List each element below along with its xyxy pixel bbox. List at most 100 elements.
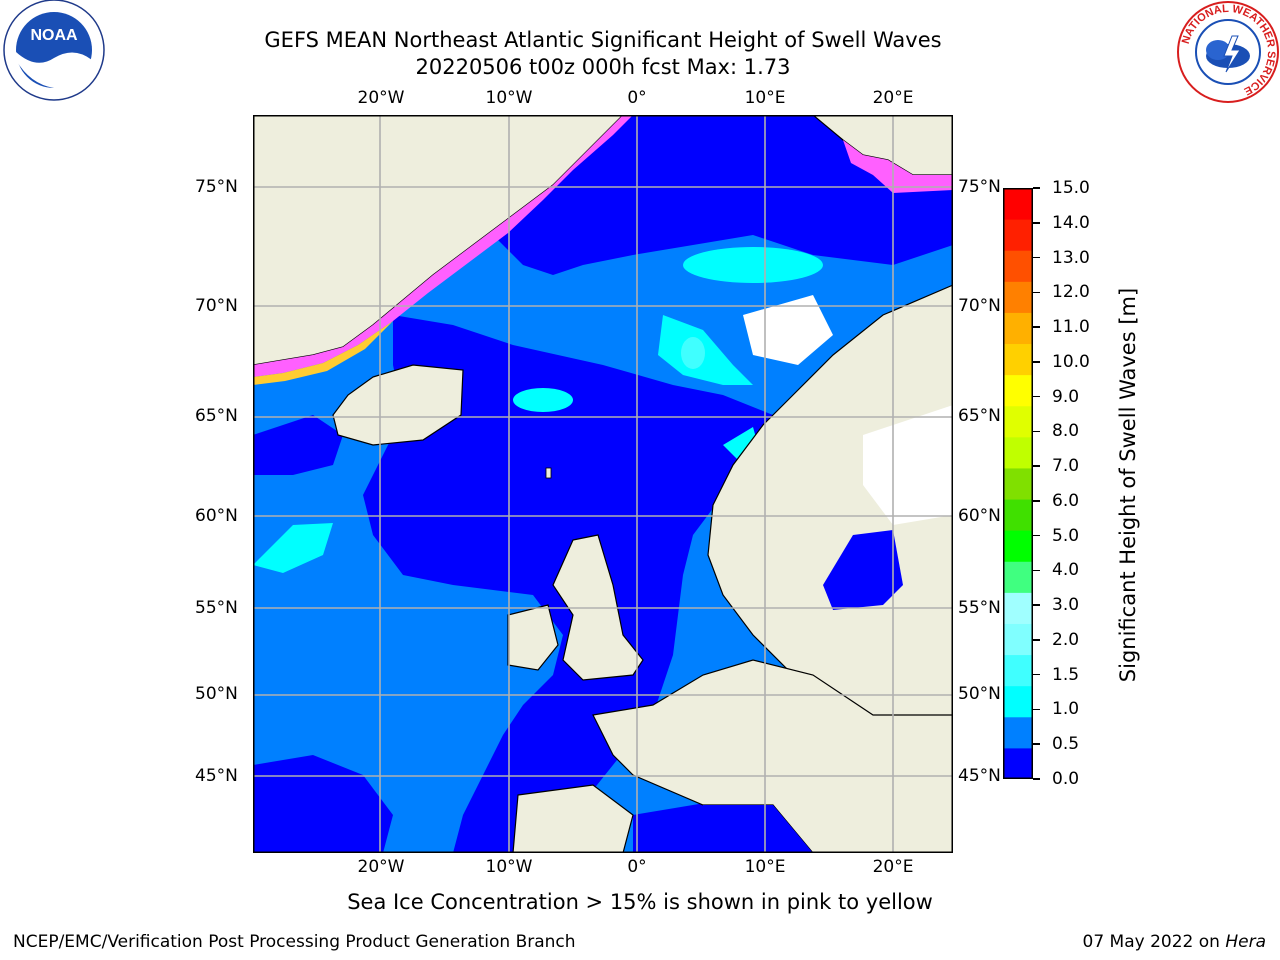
map-panel <box>253 115 953 853</box>
lat-tick-left: 65°N <box>195 406 238 426</box>
colorbar-tick-mark <box>1033 639 1040 641</box>
colorbar-tick-mark <box>1033 569 1040 572</box>
colorbar-tick-label: 0.0 <box>1052 769 1080 789</box>
colorbar-segment <box>1003 436 1033 469</box>
land-europe <box>592 659 953 853</box>
lon-tick-top: 0° <box>627 88 647 108</box>
colorbar-tick-mark <box>1033 291 1040 294</box>
colorbar-segment <box>1003 499 1033 531</box>
land-iceland <box>332 364 464 446</box>
colorbar-segment <box>1003 561 1033 593</box>
lat-tick-right: 50°N <box>958 684 1001 704</box>
colorbar-label: Significant Height of Swell Waves [m] <box>1116 287 1140 683</box>
colorbar-tick-label: 5.0 <box>1052 525 1080 546</box>
colorbar-tick-mark <box>1033 326 1040 328</box>
lon-tick-top: 20°E <box>872 88 914 108</box>
colorbar-segment <box>1003 685 1033 718</box>
colorbar-segment <box>1003 250 1033 282</box>
colorbar-tick-mark <box>1033 361 1040 363</box>
colorbar-tick-label: 1.5 <box>1052 664 1080 685</box>
land-iberia <box>512 784 634 853</box>
noaa-logo: NOAA <box>3 0 105 101</box>
lat-tick-left: 55°N <box>195 598 238 618</box>
colorbar-tick-mark <box>1033 743 1040 745</box>
colorbar-segment <box>1003 343 1033 376</box>
colorbar-tick-mark <box>1033 395 1040 398</box>
colorbar-segment <box>1003 467 1033 500</box>
sea-ice-note: Sea Ice Concentration > 15% is shown in … <box>0 890 1280 914</box>
colorbar-tick-label: 15.0 <box>1052 178 1090 198</box>
colorbar-segment <box>1003 281 1033 313</box>
colorbar-segment <box>1003 716 1033 749</box>
lon-tick-bottom: 20°W <box>357 857 405 877</box>
lon-tick-top: 10°W <box>485 88 533 108</box>
lon-tick-bottom: 10°E <box>744 857 786 877</box>
colorbar-segment <box>1003 219 1033 251</box>
lon-tick-bottom: 10°W <box>485 857 533 877</box>
lat-tick-right: 70°N <box>958 296 1001 316</box>
colorbar-tick-mark <box>1033 500 1040 502</box>
colorbar-tick-mark <box>1033 222 1040 224</box>
ocean-class-1p0-1p5 <box>253 247 823 573</box>
colorbar-tick-mark <box>1033 534 1040 537</box>
lat-tick-left: 75°N <box>195 177 238 197</box>
lat-tick-left: 60°N <box>195 506 238 526</box>
footer-credit: NCEP/EMC/Verification Post Processing Pr… <box>13 932 576 952</box>
colorbar-tick-label: 11.0 <box>1052 317 1090 338</box>
colorbar-tick-label: 4.0 <box>1052 560 1080 581</box>
colorbar-tick-label: 10.0 <box>1052 351 1090 372</box>
colorbar <box>1003 188 1033 779</box>
land-ireland <box>507 604 559 671</box>
colorbar-tick-mark <box>1033 604 1040 606</box>
lon-tick-bottom: 20°E <box>872 857 914 877</box>
colorbar-tick-mark <box>1033 673 1040 676</box>
colorbar-tick-label: 7.0 <box>1052 456 1080 477</box>
lat-tick-right: 60°N <box>958 506 1001 526</box>
lat-tick-left: 45°N <box>195 766 238 786</box>
colorbar-tick-label: 12.0 <box>1052 282 1090 303</box>
colorbar-tick-label: 9.0 <box>1052 386 1080 407</box>
colorbar-segment <box>1003 188 1033 220</box>
lat-tick-right: 45°N <box>958 766 1001 786</box>
colorbar-segment <box>1003 654 1033 687</box>
colorbar-tick-label: 13.0 <box>1052 247 1090 268</box>
colorbar-tick-mark <box>1033 256 1040 259</box>
colorbar-segment <box>1003 592 1033 624</box>
colorbar-tick-label: 3.0 <box>1052 595 1080 616</box>
colorbar-tick-mark <box>1033 430 1040 433</box>
colorbar-tick-label: 2.0 <box>1052 629 1080 650</box>
colorbar-tick-label: 8.0 <box>1052 421 1080 442</box>
lat-tick-left: 50°N <box>195 684 238 704</box>
colorbar-tick-mark <box>1033 187 1040 189</box>
colorbar-segment <box>1003 623 1033 656</box>
lat-tick-right: 55°N <box>958 598 1001 618</box>
colorbar-tick-label: 0.5 <box>1052 734 1080 755</box>
colorbar-tick-mark <box>1033 708 1040 711</box>
lon-tick-top: 10°E <box>744 88 786 108</box>
colorbar-tick-label: 14.0 <box>1052 212 1090 233</box>
chart-title: GEFS MEAN Northeast Atlantic Significant… <box>264 28 942 52</box>
colorbar-segment <box>1003 312 1033 345</box>
colorbar-segment <box>1003 374 1033 407</box>
svg-text:NOAA: NOAA <box>30 27 78 44</box>
colorbar-tick-label: 1.0 <box>1052 699 1080 720</box>
sea-ice-note-text: Sea Ice Concentration > 15% is shown in … <box>347 890 933 914</box>
lon-tick-top: 20°W <box>357 88 405 108</box>
colorbar-tick-mark <box>1033 778 1040 780</box>
lon-tick-bottom: 0° <box>627 857 647 877</box>
footer-machine: Hera <box>1225 932 1266 952</box>
ocean-class-1p5-2p0 <box>681 337 705 369</box>
chart-subtitle: 20220506 t00z 000h fcst Max: 1.73 <box>415 55 791 79</box>
lat-tick-right: 75°N <box>958 177 1001 197</box>
footer-date-text: 07 May 2022 on <box>1082 932 1220 952</box>
footer-date: 07 May 2022 on Hera <box>1083 932 1267 952</box>
nws-logo: NATIONAL WEATHER SERVICE <box>1177 1 1279 103</box>
colorbar-segment <box>1003 530 1033 562</box>
colorbar-segment <box>1003 405 1033 438</box>
colorbar-tick-mark <box>1033 465 1040 467</box>
colorbar-segment <box>1003 747 1033 779</box>
colorbar-tick-label: 6.0 <box>1052 490 1080 511</box>
lat-tick-left: 70°N <box>195 296 238 316</box>
graticule <box>253 115 953 853</box>
lat-tick-right: 65°N <box>958 406 1001 426</box>
